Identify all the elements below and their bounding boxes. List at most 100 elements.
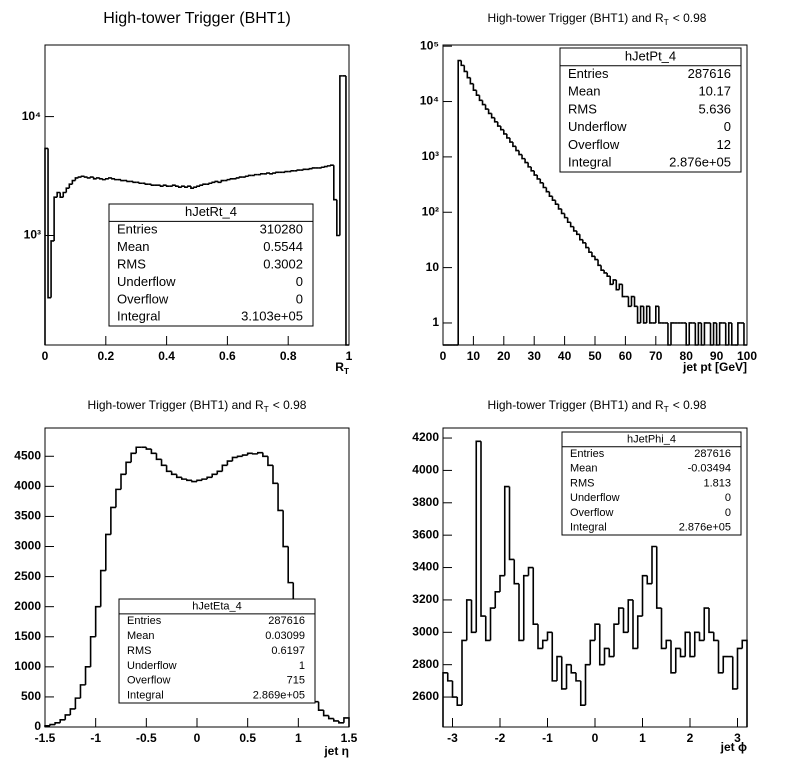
- stats-value: 0: [724, 119, 731, 134]
- histogram-bin: [333, 165, 337, 201]
- histogram-bin: [105, 533, 111, 571]
- histogram-bin: [99, 569, 106, 607]
- x-tick-label: 1.5: [341, 731, 358, 745]
- histogram-bin: [220, 179, 225, 183]
- histogram-bin: [145, 447, 152, 450]
- histogram-bin: [83, 176, 88, 178]
- histogram-bin: [159, 185, 164, 187]
- histogram-bin: [617, 607, 624, 625]
- histogram-bin: [541, 639, 548, 649]
- histogram-bin: [457, 59, 462, 345]
- histogram-bin: [582, 239, 586, 244]
- stats-label: Overflow: [117, 291, 169, 306]
- histogram-bin: [600, 265, 605, 271]
- histogram-bin: [125, 461, 132, 475]
- histogram-bin: [632, 599, 638, 650]
- y-tick-label: 2500: [14, 569, 41, 583]
- histogram-bin: [201, 478, 208, 481]
- stats-value: 0.03099: [265, 630, 305, 642]
- y-tick-label: 3500: [14, 509, 41, 523]
- histogram-bin: [575, 672, 581, 682]
- histogram-bin: [475, 90, 480, 97]
- histogram-bin: [487, 109, 492, 115]
- x-tick-label: 20: [497, 349, 511, 363]
- histogram-bin: [518, 583, 524, 642]
- histogram-bin: [557, 204, 562, 210]
- histogram-bin: [594, 256, 599, 261]
- stats-value: 287616: [694, 448, 731, 460]
- histogram-bin: [216, 470, 223, 475]
- y-tick-label: 1500: [14, 629, 41, 643]
- stats-value: 287616: [688, 66, 731, 81]
- stats-value: 0: [296, 291, 303, 306]
- histogram-bin: [697, 322, 702, 345]
- histogram-bin: [466, 71, 471, 79]
- chart-title-part: High-tower Trigger (BHT1) and R: [488, 398, 664, 412]
- histogram-bin: [190, 186, 194, 189]
- chart-title-part: T: [664, 17, 669, 27]
- histogram-bin: [120, 473, 127, 490]
- histogram-bin: [642, 306, 647, 324]
- histogram-bin: [302, 168, 307, 171]
- histogram-bin: [670, 322, 675, 345]
- chart-title: High-tower Trigger (BHT1) and RT < 0.98: [88, 398, 307, 414]
- histogram-bin: [651, 545, 657, 584]
- histogram-bin: [187, 185, 191, 188]
- stats-label: RMS: [568, 101, 597, 116]
- histogram-bin: [646, 575, 652, 585]
- y-tick-label: 4000: [412, 463, 439, 477]
- histogram-bin: [236, 455, 243, 458]
- y-tick-label: 10⁴: [420, 94, 439, 108]
- histogram-bin: [636, 615, 643, 649]
- histogram-bin: [105, 177, 109, 180]
- chart-title-part: High-tower Trigger (BHT1) and R: [488, 11, 664, 25]
- histogram-bin: [527, 162, 532, 168]
- y-tick-label: 2600: [412, 689, 439, 703]
- histogram-bin: [688, 322, 693, 345]
- x-axis-label: jet pt [GeV]: [682, 360, 747, 374]
- histogram-bin: [196, 479, 203, 482]
- stats-name: hJetEta_4: [192, 600, 242, 612]
- stats-label: Integral: [568, 155, 611, 170]
- stats-value: 715: [287, 675, 305, 687]
- histogram-bin: [572, 226, 577, 232]
- x-tick-label: 0.5: [239, 731, 256, 745]
- histogram-bin: [181, 477, 187, 480]
- histogram-bin: [253, 173, 258, 176]
- y-tick-label: 4200: [412, 430, 439, 444]
- x-tick-label: 0.8: [280, 349, 297, 363]
- histogram-bin: [132, 181, 137, 184]
- x-tick-label: 0.2: [97, 349, 114, 363]
- histogram-bin: [627, 296, 632, 308]
- histogram-bin: [214, 180, 219, 183]
- histogram-bin: [120, 179, 125, 182]
- y-tick-label: 10³: [24, 228, 41, 242]
- histogram-bin: [585, 242, 589, 249]
- histogram-bin: [160, 459, 167, 467]
- x-tick-label: 1: [639, 731, 646, 745]
- histogram-bin: [135, 446, 142, 454]
- y-tick-label: 3400: [412, 560, 439, 574]
- histogram-bin: [206, 476, 213, 480]
- stats-name: hJetPhi_4: [627, 433, 676, 445]
- histogram-bin: [679, 648, 686, 658]
- histogram-bin: [539, 178, 544, 184]
- histogram-bin: [56, 191, 61, 198]
- histogram-bin: [284, 170, 289, 173]
- stats-label: Underflow: [570, 492, 620, 504]
- histogram-bin: [338, 720, 344, 724]
- x-tick-label: -1: [542, 731, 553, 745]
- stats-value: -0.03494: [688, 463, 731, 475]
- stats-label: Entries: [117, 222, 158, 237]
- stats-label: Underflow: [127, 660, 177, 672]
- histogram-bin: [712, 632, 719, 642]
- histogram-bin: [231, 456, 238, 462]
- histogram-bin: [308, 167, 313, 170]
- stats-name: hJetRt_4: [185, 204, 237, 219]
- histogram-bin: [546, 631, 553, 641]
- histogram-bin: [287, 546, 294, 584]
- histogram-bin: [475, 440, 481, 633]
- histogram-bin: [235, 177, 240, 179]
- histogram-bin: [645, 305, 650, 323]
- histogram-bin: [144, 183, 149, 186]
